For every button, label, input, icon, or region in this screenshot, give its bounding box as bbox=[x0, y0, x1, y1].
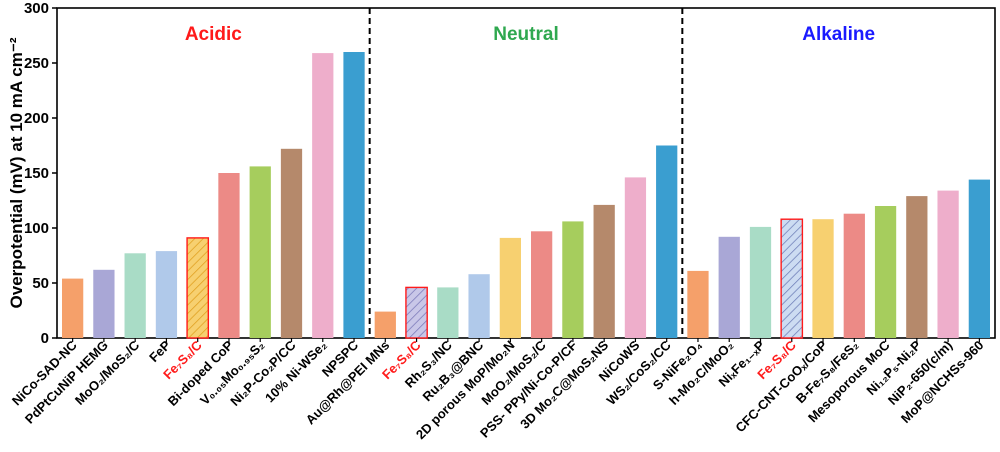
group-label: Neutral bbox=[493, 24, 558, 45]
bar bbox=[62, 278, 84, 338]
bar bbox=[937, 190, 959, 338]
y-axis-label: Overpotential (mV) at 10 mA cm⁻² bbox=[7, 37, 26, 308]
bar bbox=[468, 274, 490, 338]
bar bbox=[562, 221, 584, 338]
bar bbox=[249, 166, 271, 338]
bar bbox=[749, 226, 772, 338]
bar bbox=[437, 287, 459, 338]
y-tick-label: 50 bbox=[32, 275, 49, 292]
bar bbox=[499, 237, 521, 338]
bar bbox=[531, 231, 553, 338]
group-label: Acidic bbox=[185, 24, 242, 45]
y-tick-label: 200 bbox=[24, 110, 49, 127]
bar bbox=[280, 148, 303, 338]
bar bbox=[780, 218, 804, 339]
y-tick-label: 100 bbox=[24, 220, 49, 237]
bar bbox=[843, 213, 865, 338]
plot-area: 0 50 100 150 200 250 300 Overpotential (mV) at … bbox=[7, 0, 996, 442]
bar bbox=[312, 53, 334, 338]
bar bbox=[656, 145, 678, 338]
bar bbox=[374, 311, 396, 338]
bar bbox=[687, 270, 709, 338]
bar bbox=[718, 236, 740, 338]
bar bbox=[343, 52, 365, 338]
bar bbox=[593, 204, 615, 338]
bar bbox=[186, 237, 210, 339]
bar bbox=[968, 179, 990, 338]
bar bbox=[812, 219, 834, 338]
bar bbox=[874, 206, 897, 338]
bar bbox=[155, 251, 178, 338]
bar bbox=[218, 173, 240, 338]
y-tick-label: 300 bbox=[24, 0, 49, 17]
y-tick-label: 250 bbox=[24, 55, 49, 72]
bar bbox=[624, 177, 647, 338]
bar bbox=[124, 253, 146, 338]
group-label: Alkaline bbox=[802, 24, 875, 45]
bar bbox=[405, 286, 428, 339]
y-tick-label: 150 bbox=[24, 165, 49, 182]
y-tick-label: 0 bbox=[41, 330, 49, 347]
bar bbox=[93, 269, 115, 338]
bar bbox=[906, 196, 928, 338]
